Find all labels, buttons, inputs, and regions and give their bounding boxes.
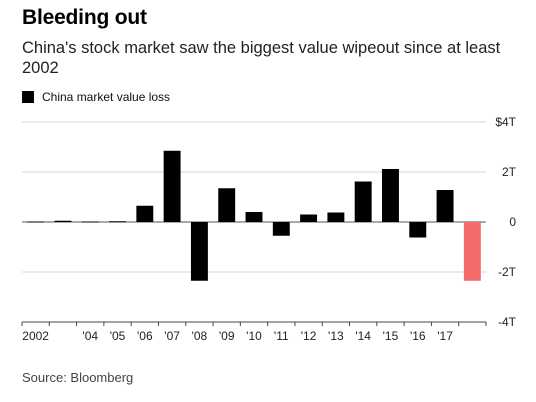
- y-tick-label: -4T: [498, 315, 517, 329]
- x-tick-label: '04: [82, 329, 98, 343]
- x-tick-label: '09: [219, 329, 235, 343]
- bar: [27, 221, 45, 223]
- legend: China market value loss: [22, 89, 170, 105]
- x-tick-label: '06: [137, 329, 153, 343]
- x-tick-label: '08: [192, 329, 208, 343]
- bar: [300, 214, 318, 222]
- legend-swatch: [22, 91, 34, 103]
- x-tick-label: '15: [383, 329, 399, 343]
- x-tick-label: '14: [355, 329, 371, 343]
- bar: [272, 222, 290, 236]
- bar: [54, 220, 72, 222]
- bar: [245, 212, 263, 222]
- y-tick-label: 0: [509, 215, 516, 229]
- bar: [463, 222, 481, 281]
- bar: [409, 222, 427, 238]
- y-tick-label: $4T: [495, 115, 516, 129]
- legend-label: China market value loss: [42, 90, 171, 104]
- bar: [136, 205, 154, 222]
- x-tick-label: '12: [301, 329, 317, 343]
- x-tick-label: '13: [328, 329, 344, 343]
- x-tick-label: '16: [410, 329, 426, 343]
- bar: [436, 190, 454, 222]
- x-tick-label: '10: [246, 329, 262, 343]
- bars: [27, 150, 481, 281]
- x-tick-label: '17: [437, 329, 453, 343]
- source-note: Source: Bloomberg: [22, 370, 134, 385]
- bar: [163, 150, 181, 222]
- y-tick-label: -2T: [498, 265, 517, 279]
- bar-chart: 2002 '04 '05 '06 '07 '08 '09 '10 '11 '12 '13 '14 '15…: [21, 115, 517, 343]
- bar: [354, 181, 372, 222]
- bar: [382, 169, 399, 222]
- bar: [109, 221, 126, 223]
- bar: [218, 188, 236, 222]
- x-tick-label: 2002: [22, 329, 49, 343]
- chart-title: Bleeding out: [22, 6, 147, 29]
- y-tick-label: 2T: [502, 165, 517, 179]
- x-tick-label: '11: [274, 329, 289, 343]
- x-axis: 2002 '04 '05 '06 '07 '08 '09 '10 '11 '12 '13 '14 '15…: [21, 321, 487, 343]
- bar: [190, 222, 208, 281]
- chart-subtitle: China's stock market saw the biggest val…: [22, 39, 501, 77]
- y-axis: $4T 2T 0 -2T -4T: [495, 115, 516, 329]
- x-tick-label: '07: [164, 329, 180, 343]
- bar: [327, 212, 345, 222]
- x-tick-label: '05: [110, 329, 126, 343]
- bar: [81, 221, 99, 223]
